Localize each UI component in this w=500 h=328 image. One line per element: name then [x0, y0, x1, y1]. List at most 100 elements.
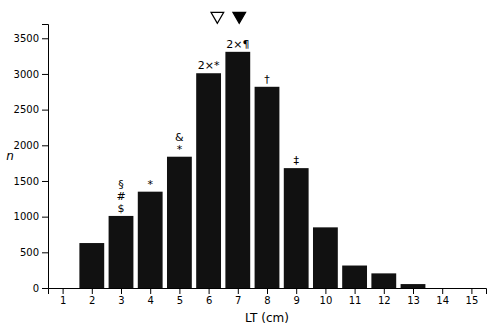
x-tick-label: 8 — [264, 295, 270, 306]
bar — [371, 273, 396, 288]
bar — [313, 227, 338, 288]
bar — [284, 168, 309, 288]
y-tick-mark — [42, 252, 48, 253]
x-tick-label: 14 — [436, 295, 449, 306]
x-tick-mark — [121, 288, 122, 294]
x-tick-label: 5 — [177, 295, 183, 306]
y-tick: 2500 — [14, 104, 48, 115]
y-axis: 0 500 1000 1500 2000 2500 3000 3500 — [14, 25, 49, 294]
y-tick-label: 1000 — [14, 211, 39, 222]
plot: 1234567891011121314150500100015002000250… — [14, 12, 487, 306]
annotation: 2×¶ — [226, 38, 249, 51]
annotation: † — [264, 73, 270, 86]
chart: 1234567891011121314150500100015002000250… — [0, 0, 500, 328]
annotation: 2×* — [198, 59, 220, 72]
x-tick-mark — [471, 288, 472, 294]
y-tick-mark — [42, 288, 48, 289]
bar — [430, 288, 455, 289]
x-tick-mark — [179, 288, 180, 294]
y-tick: 2000 — [14, 140, 48, 151]
x-tick: 12 — [378, 288, 391, 306]
x-tick: 1 — [60, 288, 66, 306]
x-tick: 14 — [436, 288, 449, 306]
x-tick-mark — [150, 288, 151, 294]
mean-marker — [233, 12, 246, 23]
y-tick-label: 2500 — [14, 104, 39, 115]
x-tick: 11 — [349, 288, 362, 306]
annotation: ‡ — [293, 154, 299, 167]
y-tick: 3000 — [14, 69, 48, 80]
x-tick-label: 11 — [349, 295, 362, 306]
x-tick-label: 9 — [294, 295, 300, 306]
y-tick-label: 3000 — [14, 69, 39, 80]
x-tick-mark — [384, 288, 385, 294]
x-tick: 9 — [294, 288, 300, 306]
x-tick-mark — [355, 288, 356, 294]
bar — [459, 288, 484, 289]
y-axis-line — [42, 25, 49, 289]
bar — [50, 288, 75, 289]
x-tick-label: 13 — [407, 295, 420, 306]
x-tick-label: 1 — [60, 295, 66, 306]
x-tick-mark — [63, 288, 64, 294]
y-tick: 3500 — [14, 33, 48, 44]
y-tick-mark — [42, 145, 48, 146]
x-tick-label: 3 — [118, 295, 124, 306]
y-tick: 500 — [20, 247, 48, 258]
x-tick-mark — [442, 288, 443, 294]
x-tick: 6 — [206, 288, 212, 306]
x-tick: 5 — [177, 288, 183, 306]
bar — [225, 52, 250, 288]
bar — [167, 157, 192, 288]
y-tick-label: 2000 — [14, 140, 39, 151]
x-tick-mark — [267, 288, 268, 294]
y-tick-mark — [42, 181, 48, 182]
x-tick: 3 — [118, 288, 124, 306]
y-tick-label: 500 — [20, 247, 39, 258]
x-tick-mark — [413, 288, 414, 294]
bar — [255, 87, 280, 288]
bar — [138, 192, 163, 288]
x-tick: 2 — [89, 288, 95, 306]
x-tick: 7 — [235, 288, 241, 306]
y-tick-mark — [42, 74, 48, 75]
y-tick-mark — [42, 110, 48, 111]
x-tick-label: 15 — [466, 295, 479, 306]
y-tick: 0 — [33, 283, 48, 294]
y-tick-mark — [42, 38, 48, 39]
bar — [342, 266, 367, 288]
y-tick: 1000 — [14, 211, 48, 222]
y-tick-label: 0 — [33, 283, 39, 294]
x-tick-label: 10 — [320, 295, 333, 306]
x-tick-mark — [238, 288, 239, 294]
x-axis: 123456789101112131415 — [49, 288, 487, 306]
x-tick-mark — [296, 288, 297, 294]
x-tick: 10 — [320, 288, 333, 306]
y-tick: 1500 — [14, 176, 48, 187]
y-tick-label: 1500 — [14, 176, 39, 187]
x-tick: 8 — [264, 288, 270, 306]
bar — [79, 243, 104, 288]
x-tick-label: 4 — [148, 295, 154, 306]
y-tick-mark — [42, 217, 48, 218]
annotation: * — [147, 178, 153, 191]
bar — [401, 284, 426, 288]
x-tick: 4 — [148, 288, 154, 306]
x-tick-label: 7 — [235, 295, 241, 306]
mean-markers — [211, 12, 246, 23]
annotation: $ — [118, 202, 125, 215]
y-axis-title: n — [6, 149, 14, 163]
mean-marker — [211, 12, 224, 23]
x-tick-mark — [325, 288, 326, 294]
x-tick: 15 — [466, 288, 479, 306]
x-tick-mark — [209, 288, 210, 294]
x-tick-label: 2 — [89, 295, 95, 306]
x-tick-label: 6 — [206, 295, 212, 306]
annotations: §#$*&*2×*2×¶†‡ — [116, 38, 299, 215]
x-axis-title: LT (cm) — [245, 311, 289, 325]
x-tick-label: 12 — [378, 295, 391, 306]
bars — [79, 52, 425, 288]
bar — [109, 216, 134, 288]
bar — [196, 73, 221, 288]
y-tick-label: 3500 — [14, 33, 39, 44]
